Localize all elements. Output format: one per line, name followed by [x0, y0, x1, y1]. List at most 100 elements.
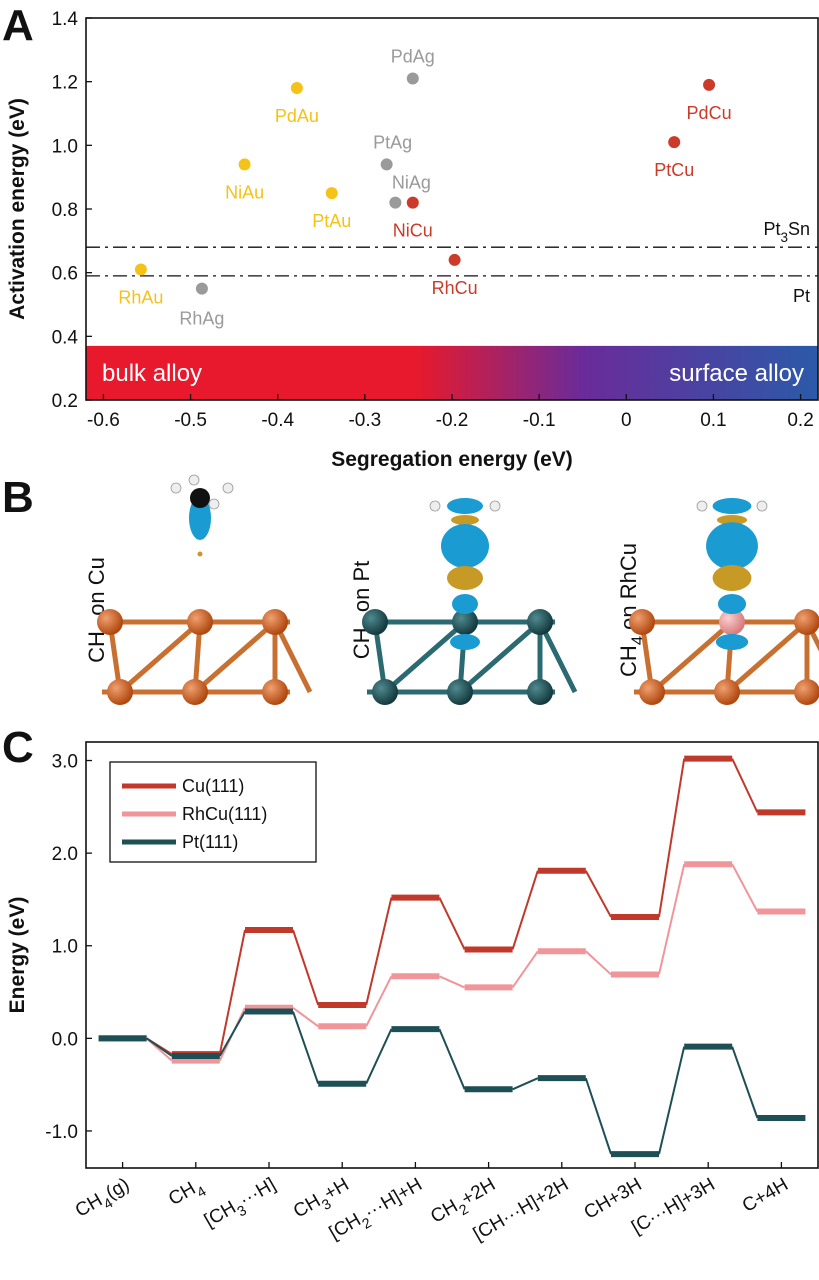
orbital-lobe [189, 496, 211, 540]
structure-label: CH4 on RhCu [616, 543, 647, 677]
y-tick-label: 0.8 [52, 200, 78, 221]
x-tick-label: CH4 [165, 1174, 209, 1215]
y-tick-label: -1.0 [45, 1122, 78, 1143]
data-point-rhag [195, 282, 208, 295]
bulk-alloy-label: bulk alloy [102, 360, 202, 387]
x-tick-label: -0.5 [174, 410, 207, 431]
y-tick-label: 2.0 [52, 844, 78, 865]
legend-label: RhCu(111) [182, 804, 267, 824]
energy-connector [658, 864, 686, 975]
surface-atom [262, 609, 288, 635]
x-axis-title: Segregation energy (eV) [331, 448, 573, 471]
structure-tile: CH4 on Pt [349, 498, 578, 705]
x-tick-label: -0.3 [348, 410, 381, 431]
point-label: NiCu [393, 221, 433, 241]
energy-connector [511, 870, 539, 950]
panel-label-b: B [2, 473, 34, 522]
orbital-lobe [712, 565, 752, 591]
orbital-lobe [716, 515, 748, 525]
x-tick-label: -0.6 [87, 410, 120, 431]
structure-tile: CH4 on RhCu [616, 498, 819, 705]
point-label: NiAg [392, 173, 431, 193]
data-point-rhcu [448, 253, 461, 266]
axis-ticks-a: -0.6 -0.5 -0.4 -0.3 -0.2 -0.1 0 0.1 0.2 0.2 0.4 0.6… [52, 9, 814, 431]
legend: Cu(111) RhCu(111) Pt(111) [109, 761, 317, 863]
y-tick-label: 0.4 [52, 327, 79, 348]
series-rhcu111 [98, 861, 806, 1064]
surface-atom [527, 609, 553, 635]
energy-connector [731, 758, 759, 813]
hydrogen-atom [696, 500, 708, 512]
reference-line-label: Pt [793, 286, 810, 306]
point-label: NiAu [225, 182, 264, 202]
surface-atom [794, 609, 819, 635]
orbital-lobe [706, 522, 758, 570]
energy-series [98, 755, 806, 1158]
hydrogen-atom [222, 482, 234, 494]
energy-axis-title: Energy (eV) [6, 897, 29, 1014]
data-point-nicu [406, 196, 419, 209]
data-point-ptau [325, 187, 338, 200]
surface-atom [362, 609, 388, 635]
x-tick-label: [CH3···H] [201, 1174, 283, 1237]
scatter-chart: bulk alloy surface alloy Pt3Sn Pt PdAu NiA… [6, 9, 819, 471]
energy-connector [731, 1046, 759, 1119]
point-label: RhAu [118, 287, 163, 307]
y-tick-label: 0.2 [52, 391, 78, 412]
point-label: RhAg [179, 309, 224, 329]
surface-atom [182, 679, 208, 705]
surface-alloy-label: surface alloy [669, 360, 804, 387]
hydrogen-atom [489, 500, 501, 512]
energy-connector [292, 1006, 319, 1028]
orbital-lobe [712, 498, 752, 514]
point-label: PtCu [654, 160, 694, 180]
orbital-lobe [450, 634, 480, 650]
surface-atom [97, 609, 123, 635]
hydrogen-atom [188, 474, 200, 486]
surface-atom [794, 679, 819, 705]
point-label: PtAu [312, 211, 351, 231]
surface-atom [452, 609, 478, 635]
carbon-atom [190, 488, 210, 508]
x-tick-label: 0.1 [700, 410, 726, 431]
energy-connector [218, 1010, 246, 1057]
y-tick-label: 1.2 [52, 73, 78, 94]
structure-tile: CH4 on Cu [84, 474, 313, 705]
panel-label-c: C [2, 723, 34, 772]
orbital-lobe [447, 498, 483, 514]
data-point-pdag [406, 72, 419, 85]
legend-label: Cu(111) [182, 776, 244, 796]
data-point-pdcu [703, 78, 716, 91]
energy-connector [292, 1011, 320, 1085]
structure-label: CH4 on Pt [349, 561, 380, 659]
energy-connector [731, 863, 759, 912]
y-tick-label: 1.0 [52, 937, 78, 958]
x-tick-label: 0.2 [787, 410, 813, 431]
energy-connector [512, 1077, 539, 1091]
energy-connector [365, 1028, 393, 1085]
rh-atom [719, 609, 745, 635]
series-pt111 [98, 1008, 806, 1158]
surface-atom [639, 679, 665, 705]
energy-connector [292, 929, 320, 1006]
data-point-pdau [290, 82, 303, 95]
y-tick-label: 0.6 [52, 264, 78, 285]
orbital-lobe [715, 634, 749, 650]
energy-connector [438, 975, 466, 989]
y-axis-title: Activation energy (eV) [6, 98, 29, 320]
energy-connector [146, 1037, 173, 1057]
orbital-lobe [452, 594, 478, 614]
data-point-niau [238, 158, 251, 171]
surface-atom [372, 679, 398, 705]
y-tick-label: 1.4 [52, 9, 79, 30]
x-tick-label: [C···H]+3H [628, 1174, 718, 1238]
x-tick-label: C+4H [739, 1174, 792, 1217]
data-point-rhau [134, 263, 147, 276]
orbital-lobe [451, 515, 479, 525]
reference-lines: Pt3Sn Pt [86, 219, 818, 306]
hydrogen-atom [756, 500, 768, 512]
hydrogen-atom [429, 500, 441, 512]
energy-connector [585, 950, 612, 976]
